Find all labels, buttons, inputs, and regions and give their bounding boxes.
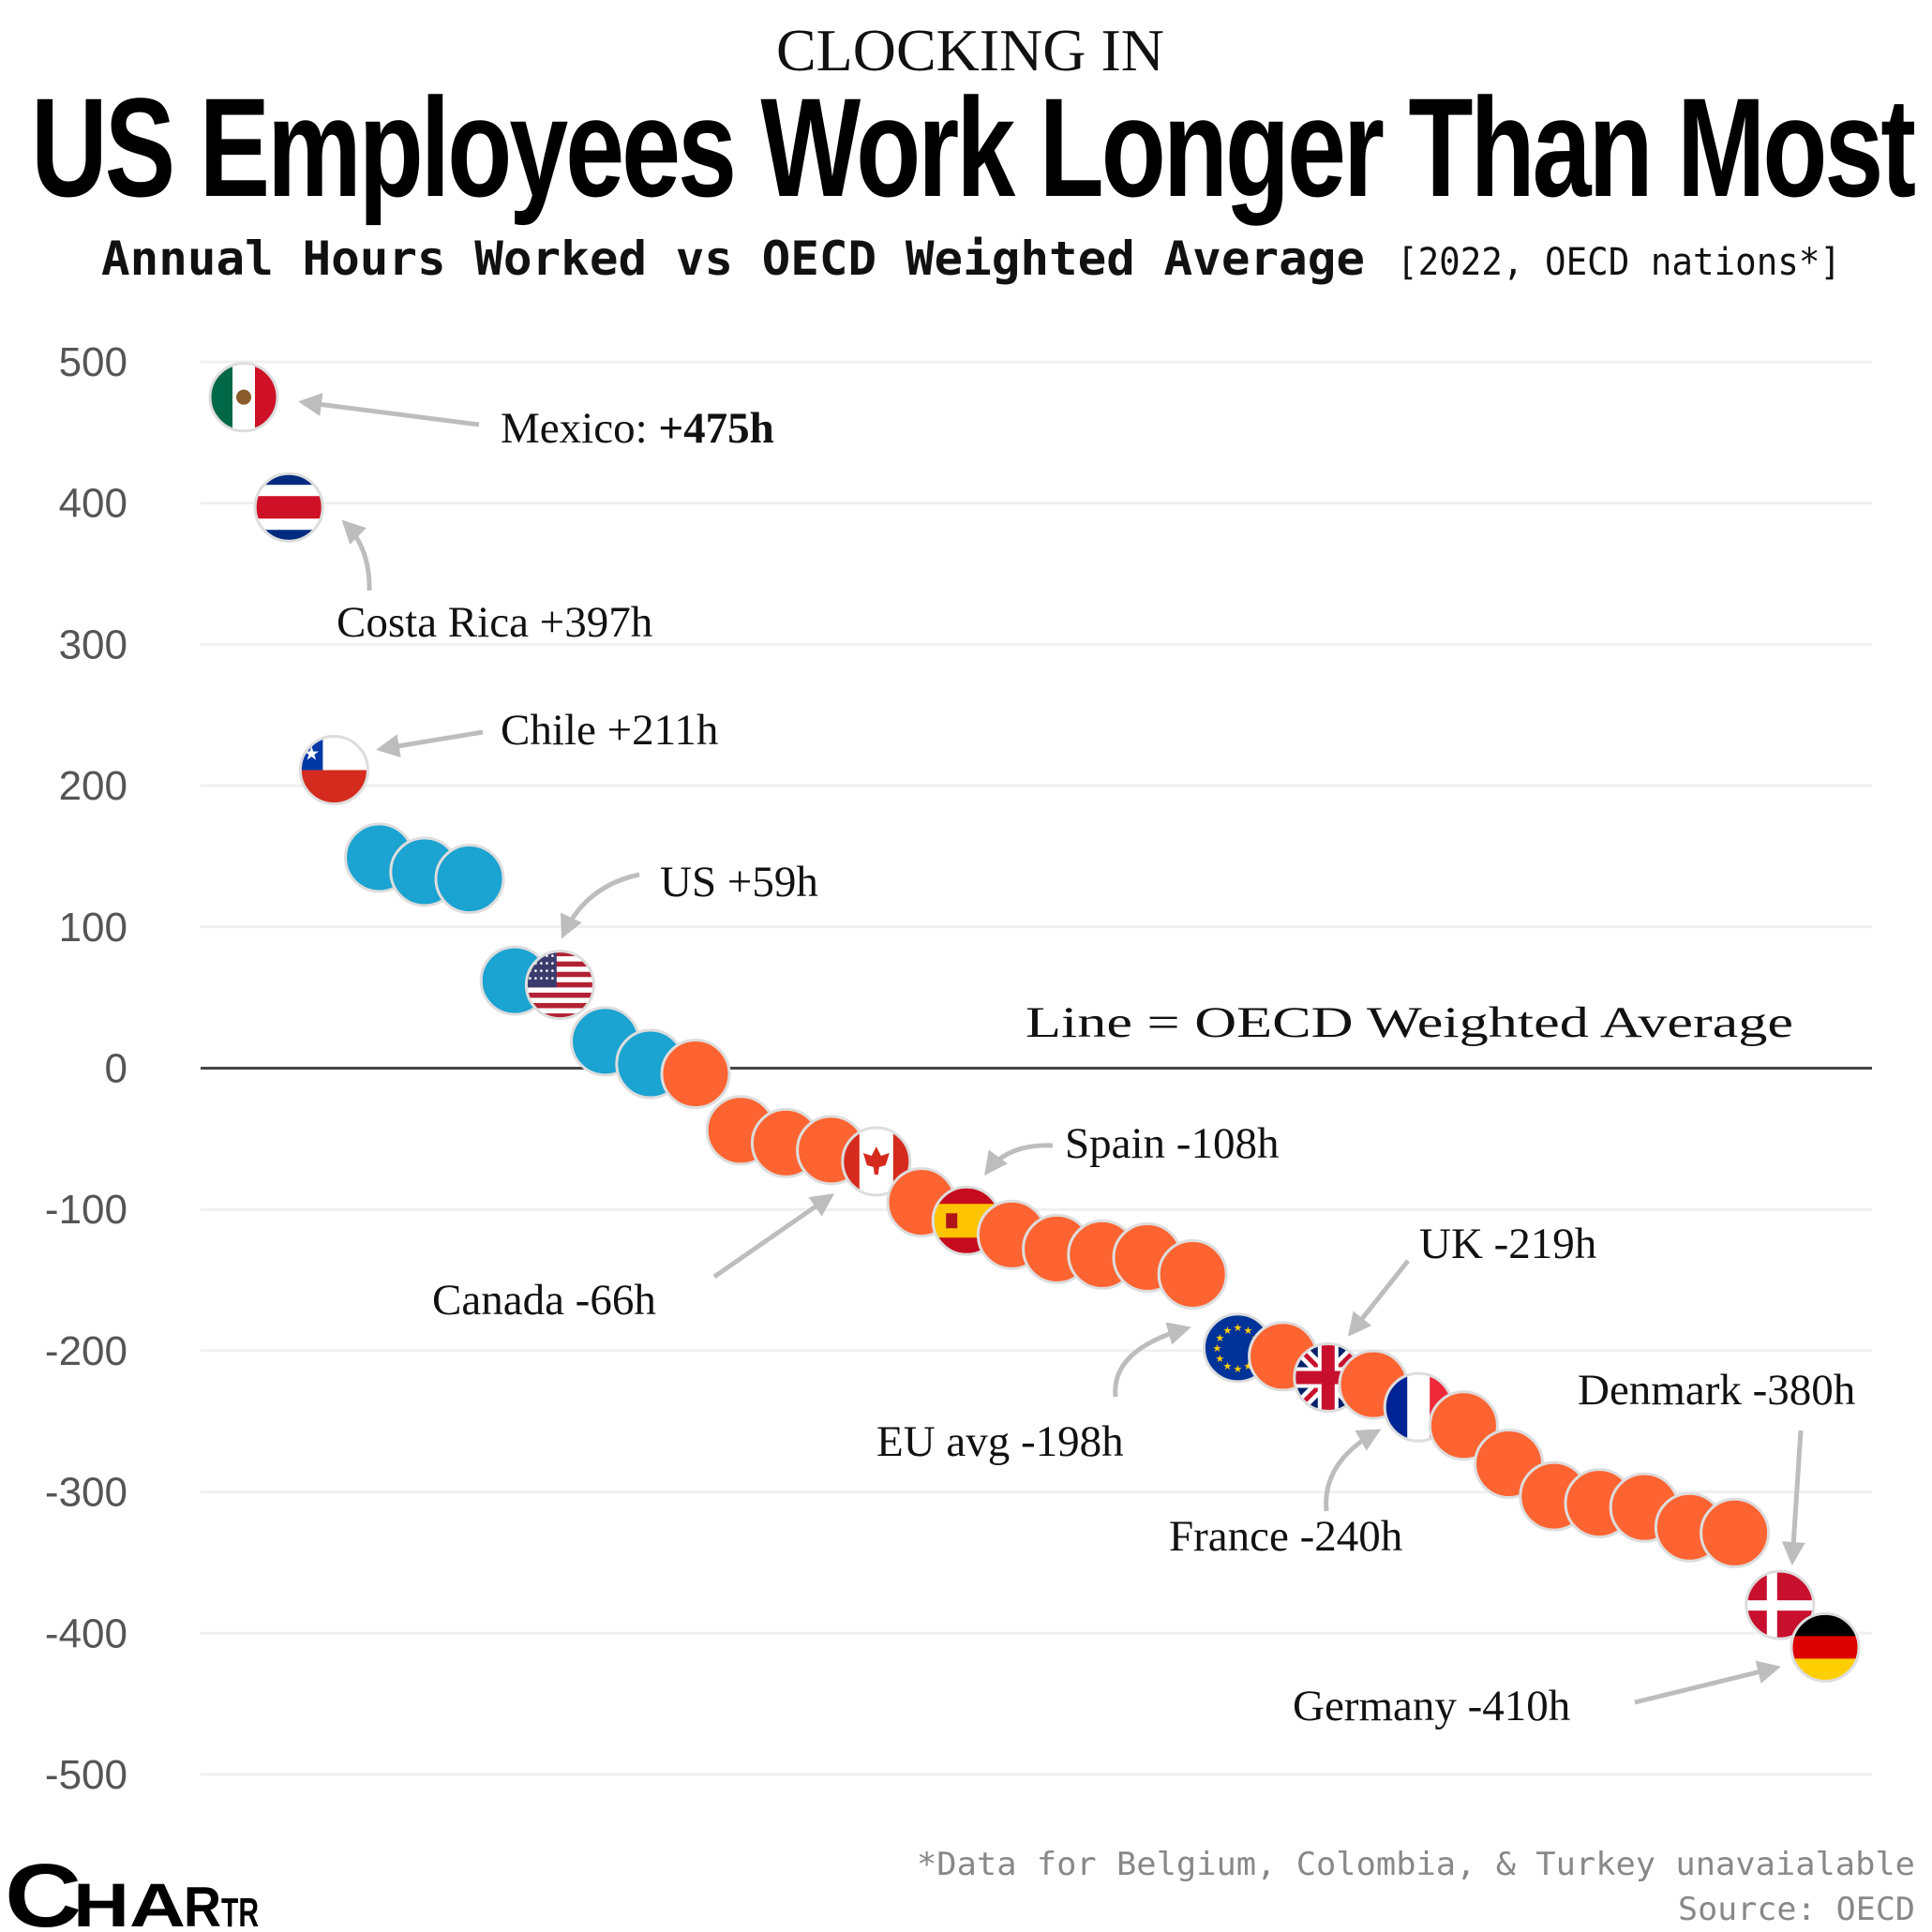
label-canada: Canada -66h <box>432 1276 656 1325</box>
svg-text:★: ★ <box>1212 1343 1221 1355</box>
svg-text:TR: TR <box>221 1890 259 1932</box>
arrow-chile <box>376 729 484 758</box>
arrow-eu <box>1113 1322 1191 1398</box>
y-tick-label: -500 <box>45 1752 127 1798</box>
label-costa-rica: Costa Rica +397h <box>337 598 652 647</box>
label-france: France -240h <box>1169 1512 1402 1561</box>
label-spain: Spain -108h <box>1065 1119 1279 1168</box>
data-point-costa-rica <box>253 472 324 543</box>
y-tick-label: 400 <box>59 481 127 527</box>
arrow-costa-rica <box>341 519 372 592</box>
kicker: CLOCKING IN <box>776 17 1164 83</box>
label-uk: UK -219h <box>1419 1220 1596 1268</box>
svg-text:HA: HA <box>73 1870 186 1932</box>
svg-text:★: ★ <box>1233 1364 1242 1375</box>
label-denmark: Denmark -380h <box>1578 1366 1855 1415</box>
dot <box>660 1039 731 1110</box>
arrow-denmark <box>1781 1430 1805 1565</box>
label-mexico-value: +475h <box>658 404 773 453</box>
label-mexico: Mexico: +475h <box>501 404 774 453</box>
arrow-us <box>561 872 640 939</box>
y-tick-label: -200 <box>45 1328 127 1374</box>
dot <box>1428 1390 1499 1461</box>
y-axis-ticks: 500 400 300 200 100 0 -100 -200 -300 -400 -500 <box>45 339 127 1798</box>
grid <box>201 360 1872 1776</box>
dot <box>434 844 505 915</box>
y-tick-label: -100 <box>45 1187 127 1233</box>
label-us: US +59h <box>660 858 818 906</box>
y-tick-label: 0 <box>105 1046 127 1092</box>
data-point-chile: ★ <box>298 735 369 806</box>
page-title: US Employees Work Longer Than Most <box>31 68 1915 226</box>
label-chile: Chile +211h <box>501 706 718 755</box>
dot <box>1157 1239 1228 1310</box>
label-mexico-name: Mexico: <box>501 404 658 453</box>
subtitle: Annual Hours Worked vs OECD Weighted Ave… <box>101 232 1365 286</box>
data-point <box>1157 1239 1228 1310</box>
annotation-arrows <box>298 393 1805 1705</box>
y-tick-label: 500 <box>59 339 127 385</box>
data-point-germany <box>1790 1611 1861 1683</box>
svg-text:★: ★ <box>1215 1333 1224 1344</box>
data-point <box>660 1039 731 1110</box>
y-tick-label: 100 <box>59 905 127 951</box>
svg-text:★: ★ <box>1222 1361 1232 1372</box>
y-tick-label: -400 <box>45 1610 127 1656</box>
dot <box>1700 1497 1771 1568</box>
data-point <box>1700 1497 1771 1568</box>
footnote: *Data for Belgium, Colombia, & Turkey un… <box>917 1846 1915 1883</box>
svg-text:★: ★ <box>1243 1361 1252 1372</box>
arrow-canada <box>712 1193 835 1280</box>
data-point-mexico <box>208 362 279 433</box>
y-tick-label: 300 <box>59 622 127 667</box>
reference-line-label: Line = OECD Weighted Average <box>1026 998 1793 1047</box>
chartr-logo: C HA R TR <box>5 1846 259 1932</box>
label-germany: Germany -410h <box>1293 1682 1570 1730</box>
y-tick-label: -300 <box>45 1470 127 1516</box>
svg-text:★: ★ <box>1222 1325 1232 1337</box>
data-points: ★★★★★★★★★★★★★ <box>208 362 1861 1683</box>
svg-text:C: C <box>5 1846 79 1932</box>
label-eu: EU avg -198h <box>876 1417 1124 1466</box>
arrow-spain <box>984 1143 1054 1176</box>
data-point-us <box>524 950 595 1021</box>
arrow-uk <box>1347 1259 1410 1337</box>
svg-text:★: ★ <box>1215 1354 1224 1365</box>
arrow-france <box>1324 1429 1382 1512</box>
data-point <box>1428 1390 1499 1461</box>
y-tick-label: 200 <box>59 763 127 809</box>
arrow-mexico <box>298 393 480 427</box>
source: Source: OECD <box>1678 1891 1915 1928</box>
svg-text:★: ★ <box>1243 1325 1252 1337</box>
arrow-germany <box>1634 1660 1781 1705</box>
subtitle-bracket: [2022, OECD nations*] <box>1397 241 1841 284</box>
data-point <box>434 844 505 915</box>
mexico-flag-icon <box>210 363 277 431</box>
svg-text:★: ★ <box>1233 1323 1242 1334</box>
svg-text:R: R <box>184 1876 221 1932</box>
